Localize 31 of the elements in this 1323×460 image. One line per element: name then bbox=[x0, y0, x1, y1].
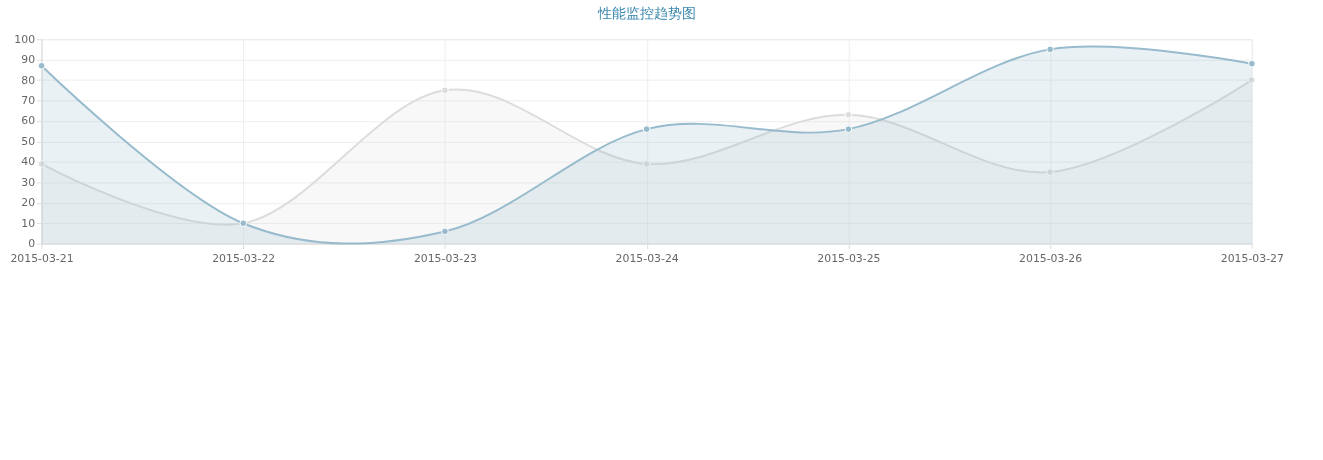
y-tick-label: 90 bbox=[21, 53, 36, 67]
y-tick-label: 60 bbox=[21, 114, 36, 128]
point bbox=[1046, 45, 1054, 54]
y-tick-label: 30 bbox=[21, 175, 36, 189]
y-tick-label: 70 bbox=[21, 93, 36, 107]
x-tick-label: 2015-03-21 bbox=[10, 251, 74, 265]
y-tick-label: 100 bbox=[14, 32, 36, 46]
point bbox=[1248, 59, 1256, 68]
x-tick-label: 2015-03-27 bbox=[1220, 251, 1284, 265]
y-tick-label: 20 bbox=[21, 196, 36, 210]
point bbox=[1248, 76, 1256, 84]
x-tick-label: 2015-03-22 bbox=[212, 251, 276, 265]
point bbox=[37, 61, 46, 70]
x-tick-label: 2015-03-25 bbox=[817, 251, 881, 265]
x-tick-label: 2015-03-24 bbox=[615, 251, 679, 265]
point bbox=[441, 227, 449, 236]
point bbox=[642, 160, 651, 168]
point bbox=[844, 125, 853, 133]
point bbox=[1046, 168, 1054, 176]
chart-title: 性能监控趋势图 bbox=[596, 5, 696, 22]
point bbox=[37, 160, 46, 168]
point bbox=[441, 86, 449, 95]
y-tick-label: 80 bbox=[21, 73, 36, 87]
point bbox=[642, 125, 651, 133]
y-tick-label: 0 bbox=[28, 237, 36, 251]
y-tick-label: 10 bbox=[21, 216, 36, 230]
y-tick-label: 50 bbox=[21, 134, 36, 148]
x-tick-label: 2015-03-26 bbox=[1019, 251, 1083, 265]
x-tick-label: 2015-03-23 bbox=[413, 251, 478, 265]
y-tick-label: 40 bbox=[21, 155, 36, 169]
point bbox=[844, 111, 853, 119]
